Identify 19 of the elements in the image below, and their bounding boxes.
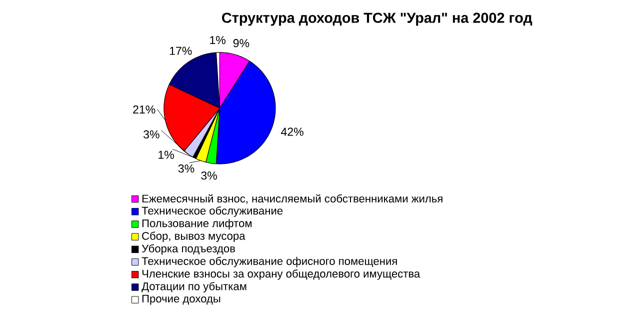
legend-label: Членские взносы за охрану общедолевого имущества [142,269,420,280]
data-label: 1% [158,150,174,159]
legend-label: Сбор, вывоз мусора [142,231,246,242]
legend-label: Пользование лифтом [142,218,252,230]
legend-label: Техническое обслуживание [142,206,283,217]
legend-label: Ежемесячный взнос, начисляемый собственниками жилья [142,194,442,204]
data-label: 1% [210,36,226,44]
chart-title: Структура доходов ТСЖ "Урал" на 2002 год [222,12,532,26]
legend-label: Уборка подъездов [142,244,235,254]
data-label: 3% [201,171,217,180]
data-label: 3% [178,164,194,172]
data-label: 17% [170,46,192,55]
data-label: 9% [233,38,250,47]
data-label: 42% [281,127,304,136]
data-label: 3% [144,130,160,138]
legend-label: Техническое обслуживание офисного помещения [142,256,397,267]
legend-label: Прочие доходы [142,294,220,304]
legend-label: Дотации по убыткам [142,282,246,292]
data-label: 21% [133,105,156,114]
